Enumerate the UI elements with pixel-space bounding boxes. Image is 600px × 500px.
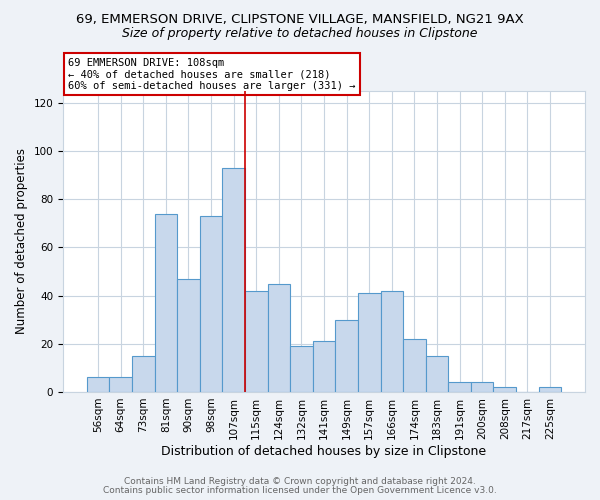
Text: Contains public sector information licensed under the Open Government Licence v3: Contains public sector information licen… bbox=[103, 486, 497, 495]
Bar bbox=[380, 290, 403, 392]
Bar bbox=[245, 290, 268, 392]
Bar bbox=[493, 387, 516, 392]
Bar bbox=[313, 342, 335, 392]
Bar bbox=[471, 382, 493, 392]
Text: Size of property relative to detached houses in Clipstone: Size of property relative to detached ho… bbox=[122, 28, 478, 40]
X-axis label: Distribution of detached houses by size in Clipstone: Distribution of detached houses by size … bbox=[161, 444, 487, 458]
Bar bbox=[268, 284, 290, 392]
Text: 69 EMMERSON DRIVE: 108sqm
← 40% of detached houses are smaller (218)
60% of semi: 69 EMMERSON DRIVE: 108sqm ← 40% of detac… bbox=[68, 58, 356, 90]
Bar bbox=[132, 356, 155, 392]
Bar bbox=[358, 293, 380, 392]
Bar bbox=[335, 320, 358, 392]
Bar bbox=[539, 387, 561, 392]
Bar bbox=[200, 216, 223, 392]
Bar bbox=[448, 382, 471, 392]
Y-axis label: Number of detached properties: Number of detached properties bbox=[15, 148, 28, 334]
Bar bbox=[290, 346, 313, 392]
Bar bbox=[425, 356, 448, 392]
Text: 69, EMMERSON DRIVE, CLIPSTONE VILLAGE, MANSFIELD, NG21 9AX: 69, EMMERSON DRIVE, CLIPSTONE VILLAGE, M… bbox=[76, 12, 524, 26]
Bar bbox=[109, 378, 132, 392]
Bar bbox=[87, 378, 109, 392]
Bar bbox=[155, 214, 177, 392]
Text: Contains HM Land Registry data © Crown copyright and database right 2024.: Contains HM Land Registry data © Crown c… bbox=[124, 477, 476, 486]
Bar bbox=[177, 278, 200, 392]
Bar bbox=[223, 168, 245, 392]
Bar bbox=[403, 339, 425, 392]
